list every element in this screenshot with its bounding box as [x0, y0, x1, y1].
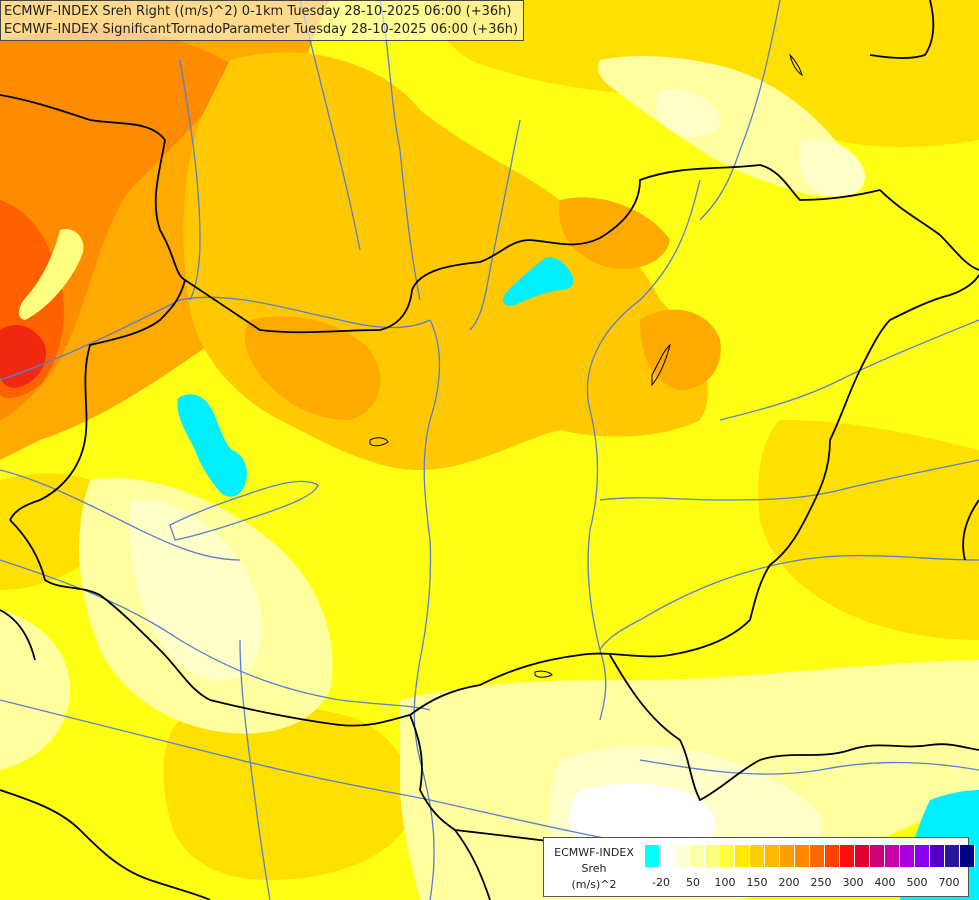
river-north-east [699, 0, 781, 221]
border-north-east-ukraine [869, 0, 935, 59]
river-drava [0, 559, 431, 711]
legend-swatch [885, 845, 900, 867]
legend-swatch [900, 845, 915, 867]
border-ukraine-north [879, 189, 979, 271]
legend-unit: (m/s)^2 [571, 878, 617, 891]
legend-swatch [735, 845, 750, 867]
legend-swatch [690, 845, 705, 867]
border-hungary-serbia-romania [409, 274, 979, 716]
river-mures [599, 554, 979, 651]
field-cyan-north [503, 257, 574, 306]
border-slovenia-croatia [9, 519, 411, 727]
border-austria-hungary [9, 279, 186, 521]
legend-swatch [855, 845, 870, 867]
field-gold-south [163, 705, 413, 880]
field-cyan-balaton [177, 394, 247, 497]
field-gold-east [758, 420, 979, 640]
legend-param: Sreh [581, 862, 607, 875]
legend-swatch [660, 845, 675, 867]
field-orange-central [244, 316, 381, 420]
lake-small-2 [651, 343, 671, 387]
field-light-yellow-west-edge [0, 610, 70, 770]
legend-tick-label: 200 [778, 876, 800, 889]
field-white-south [568, 783, 715, 845]
legend-swatch [810, 845, 825, 867]
legend-tick-label: 250 [810, 876, 832, 889]
border-croatia-serbia [409, 714, 491, 900]
legend-swatch [720, 845, 735, 867]
river-vah [379, 0, 421, 301]
lake-small-4 [534, 670, 553, 678]
lake-small-3 [789, 53, 803, 77]
river-sava [0, 699, 681, 851]
field-red-west [0, 325, 46, 388]
legend-swatch [930, 845, 945, 867]
legend-swatch [765, 845, 780, 867]
legend-swatch-bar [645, 845, 975, 867]
legend-swatch [915, 845, 930, 867]
legend-model: ECMWF-INDEX [554, 846, 634, 859]
border-czech-austria-slovakia [0, 94, 881, 334]
legend-swatch [645, 845, 660, 867]
legend-tick-label: -20 [652, 876, 670, 889]
river-danube-west [0, 296, 431, 381]
river-hron [469, 119, 521, 331]
field-orange-east [640, 309, 721, 390]
legend-tick-label: 100 [714, 876, 736, 889]
legend-tick-label: 150 [746, 876, 768, 889]
field-orange-north [559, 197, 670, 269]
river-east-1 [719, 319, 979, 421]
legend-tick-label: 300 [842, 876, 864, 889]
map-title-line-1: ECMWF-INDEX Sreh Right ((m/s)^2) 0-1km T… [4, 4, 512, 19]
field-pale-north [656, 89, 720, 137]
lake-small-1 [369, 437, 389, 447]
map-title-line-2: ECMWF-INDEX SignificantTornadoParameter … [4, 22, 519, 37]
field-pale-southwest [129, 499, 263, 681]
border-southwest-coast [0, 609, 36, 661]
legend-swatch [795, 845, 810, 867]
color-legend: ECMWF-INDEX Sreh (m/s)^2 -20 50 100 150 200 2… [543, 837, 975, 897]
legend-swatch [960, 845, 975, 867]
field-pale-streak-west [18, 229, 84, 320]
legend-swatch [825, 845, 840, 867]
legend-swatch [945, 845, 960, 867]
legend-swatch [780, 845, 795, 867]
legend-swatch [870, 845, 885, 867]
river-south-east [639, 759, 979, 775]
river-west-2 [0, 469, 241, 561]
legend-tick-label: 500 [906, 876, 928, 889]
legend-tick-label: 50 [686, 876, 700, 889]
legend-swatch [750, 845, 765, 867]
lakes [369, 53, 803, 678]
legend-swatch [675, 845, 690, 867]
field-pale-northeast-center [798, 139, 865, 197]
river-east-2 [599, 459, 979, 501]
map-title-box: ECMWF-INDEX Sreh Right ((m/s)^2) 0-1km T… [0, 0, 525, 41]
river-morava [179, 59, 201, 301]
river-lake-outline [169, 480, 319, 541]
legend-swatch [705, 845, 720, 867]
legend-tick-label: 700 [938, 876, 960, 889]
legend-tick-label: 400 [874, 876, 896, 889]
river-south-west [239, 639, 271, 900]
river-danube-bend [413, 319, 441, 900]
legend-swatch [840, 845, 855, 867]
border-moldova [962, 499, 979, 561]
border-romania-serbia-south [609, 654, 979, 802]
border-bosnia-serbia [0, 789, 211, 900]
